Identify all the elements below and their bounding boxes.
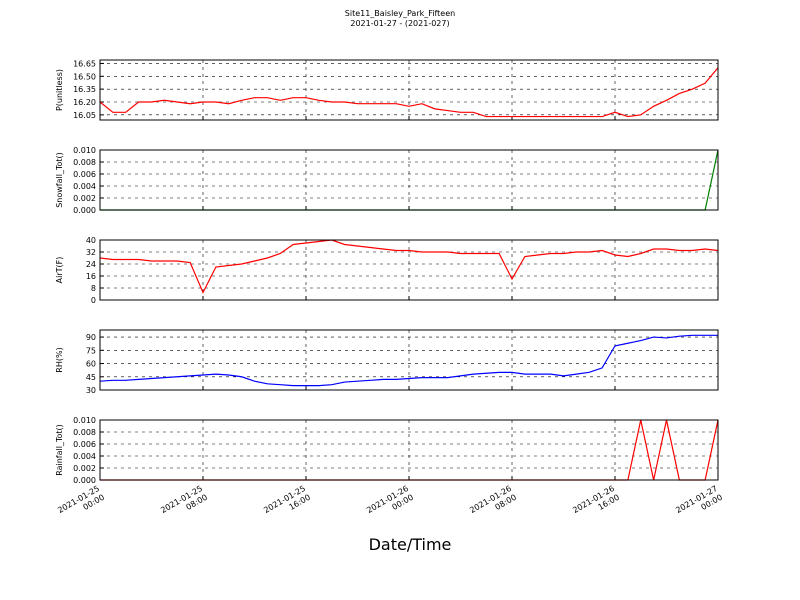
- y-tick-label: 75: [86, 346, 96, 355]
- y-tick-label: 90: [86, 333, 96, 342]
- x-tick-label: 2021-01-2608:00: [468, 484, 518, 524]
- y-tick-label: 0.002: [73, 194, 96, 203]
- plot-frame: [99, 419, 719, 481]
- x-tick-label: 2021-01-2516:00: [262, 484, 312, 524]
- y-tick-label: 0.004: [73, 182, 96, 191]
- data-line: [99, 334, 718, 387]
- x-tick-label: 2021-01-2616:00: [571, 484, 621, 524]
- data-line: [99, 239, 719, 294]
- y-axis-label: Rainfall_Tot(): [55, 424, 64, 476]
- y-tick-label: 16.50: [73, 72, 96, 81]
- chart-title: Site11_Baisley_Park_Fifteen: [345, 9, 455, 18]
- y-tick-label: 16.20: [73, 98, 96, 107]
- data-line: [99, 67, 719, 118]
- y-axis-label: RH(%): [55, 347, 64, 372]
- y-tick-label: 0: [91, 296, 96, 305]
- plot-frame: [99, 149, 719, 211]
- y-tick-label: 24: [86, 260, 96, 269]
- y-tick-label: 0.008: [73, 428, 96, 437]
- y-tick-label: 32: [86, 248, 96, 257]
- y-tick-label: 16.05: [73, 111, 96, 120]
- x-axis-label: Date/Time: [369, 535, 452, 554]
- y-tick-label: 40: [86, 236, 96, 245]
- y-axis-label: Snowfall_Tot(): [55, 152, 64, 208]
- y-tick-label: 60: [86, 360, 96, 369]
- y-tick-label: 0.000: [73, 476, 96, 485]
- y-tick-label: 30: [86, 386, 96, 395]
- x-tick-label: 2021-01-2600:00: [365, 484, 415, 524]
- y-tick-label: 0.006: [73, 170, 96, 179]
- y-axis-label: P(unitless): [55, 69, 64, 111]
- y-tick-label: 0.000: [73, 206, 96, 215]
- y-tick-label: 45: [86, 373, 96, 382]
- y-tick-label: 16: [86, 272, 96, 281]
- y-tick-label: 16.65: [73, 59, 96, 68]
- y-tick-label: 0.008: [73, 158, 96, 167]
- y-tick-label: 0.006: [73, 440, 96, 449]
- y-tick-label: 16.35: [73, 85, 96, 94]
- y-tick-label: 8: [91, 284, 96, 293]
- x-tick-label: 2021-01-2508:00: [159, 484, 209, 524]
- y-tick-label: 0.010: [73, 146, 96, 155]
- x-tick-label: 2021-01-2500:00: [56, 484, 106, 524]
- x-tick-label: 2021-01-2700:00: [674, 484, 724, 524]
- y-axis-label: AirT(F): [55, 257, 64, 284]
- y-tick-label: 0.004: [73, 452, 96, 461]
- plot-frame: [99, 329, 719, 391]
- plot-frame: [99, 59, 719, 121]
- y-tick-label: 0.002: [73, 464, 96, 473]
- chart-subtitle: 2021-01-27 - (2021-027): [350, 19, 449, 28]
- plot-frame: [99, 239, 719, 301]
- y-tick-label: 0.010: [73, 416, 96, 425]
